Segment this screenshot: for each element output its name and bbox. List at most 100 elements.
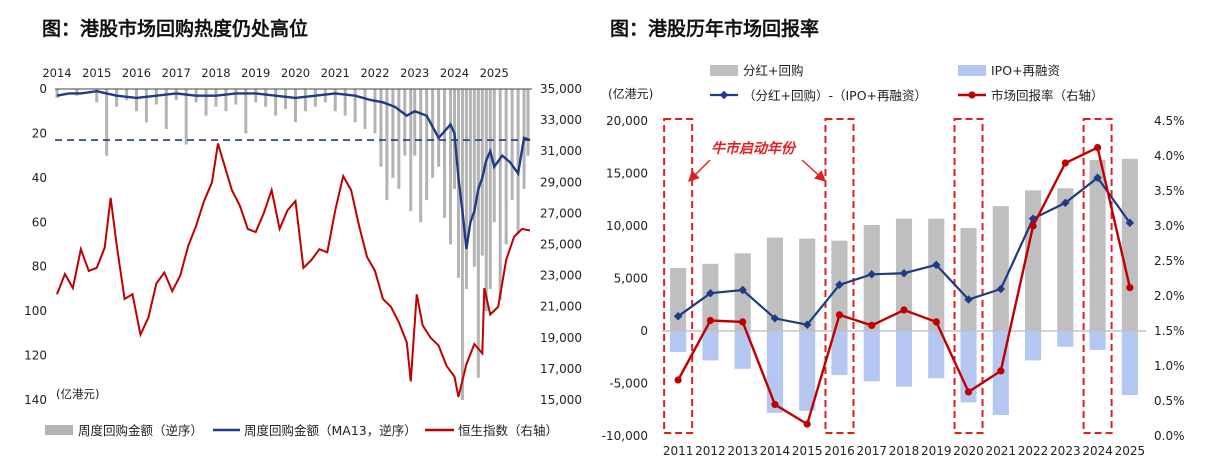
bar: [397, 89, 401, 189]
left-y-unit-label: (亿港元): [56, 387, 99, 401]
bull-year-highlight-box: [824, 118, 855, 434]
right-y-tick-label: 31,000: [540, 144, 582, 158]
ma13-line: [56, 90, 531, 250]
market-return-point: [997, 367, 1005, 375]
bar-dividend-buyback: [992, 206, 1009, 331]
bar: [343, 89, 347, 116]
right-y-tick-label: 23,000: [540, 269, 582, 283]
bar: [264, 89, 268, 107]
left-y-tick-label: 20: [32, 126, 47, 140]
bar-dividend-buyback: [928, 218, 945, 331]
bar: [437, 89, 441, 167]
bar: [164, 89, 168, 129]
net-flow-point: [673, 312, 683, 321]
bar-ipo-refinancing: [928, 331, 945, 379]
market-return-point: [868, 321, 876, 329]
right-y-tick-label: 4.0%: [1154, 149, 1185, 163]
bar: [363, 89, 367, 129]
bar-dividend-buyback: [1089, 159, 1106, 331]
bar: [214, 89, 218, 107]
right-chart-panel: 图：港股历年市场回报率 20,000 15,000 10,000 5,000 0 -5,0…: [600, 0, 1213, 461]
bar-ipo-refinancing: [1121, 331, 1138, 396]
net-flow-point: [706, 288, 715, 298]
right-y-tick-label: 33,000: [540, 113, 582, 127]
market-return-point: [706, 316, 714, 325]
x-tick-label: 2024: [440, 66, 469, 80]
bar: [472, 89, 476, 267]
bar: [449, 89, 453, 245]
right-y-tick-label: 2.5%: [1154, 254, 1185, 268]
bar: [492, 89, 496, 223]
bar: [303, 89, 307, 112]
bar: [293, 89, 297, 123]
left-y-tick-label: 120: [24, 349, 47, 363]
left-y-tick-label: 0: [640, 324, 648, 338]
x-tick-label: 2023: [400, 66, 429, 80]
bar: [184, 89, 188, 145]
left-y-tick-label: -5,000: [609, 377, 648, 391]
bar-ipo-refinancing: [831, 331, 848, 376]
right-y-tick-label: 29,000: [540, 175, 582, 189]
x-tick-label: 2018: [201, 66, 230, 80]
left-y-tick-label: 100: [24, 304, 47, 318]
right-y-tick-label: 1.0%: [1154, 359, 1185, 373]
market-return-point: [1094, 144, 1102, 152]
x-tick-label: 2014: [42, 66, 71, 80]
bar: [504, 89, 508, 245]
legend-label-ipo-refinancing: IPO+再融资: [991, 63, 1060, 78]
right-y-tick-label: 3.0%: [1154, 219, 1185, 233]
right-y-tick-label: 17,000: [540, 362, 582, 376]
bar: [385, 89, 389, 201]
bar: [373, 89, 377, 134]
x-tick-label: 2021: [321, 66, 350, 80]
legend-label-net-flow: （分红+回购）-（IPO+再融资）: [743, 88, 927, 103]
right-y-tick-label: 3.5%: [1154, 184, 1185, 198]
bar: [115, 89, 119, 107]
bar: [443, 89, 447, 218]
right-y-tick-label: 35,000: [540, 82, 582, 96]
bar: [254, 89, 258, 103]
net-flow-point: [867, 270, 876, 279]
bar: [484, 89, 488, 312]
left-y-unit-label: (亿港元): [608, 86, 653, 101]
x-tick-label: 2017: [162, 66, 191, 80]
bar: [224, 89, 228, 112]
right-y-tick-label: 2.0%: [1154, 289, 1185, 303]
right-y-tick-label: 21,000: [540, 300, 582, 314]
market-return-point: [771, 400, 779, 409]
left-y-tick-label: 5,000: [614, 272, 648, 286]
left-chart-title: 图：港股市场回购热度仍处高位: [42, 18, 309, 40]
bull-year-highlight-box: [663, 118, 694, 434]
hsi-line: [56, 143, 531, 398]
bar: [379, 89, 383, 167]
market-return-point: [1061, 159, 1069, 167]
right-y-tick-label: 15,000: [540, 393, 582, 407]
bar: [313, 89, 317, 107]
x-tick-label: 2014: [760, 444, 791, 458]
bar: [274, 89, 278, 116]
bar: [284, 89, 288, 109]
bar-dividend-buyback: [670, 268, 687, 331]
bar-ipo-refinancing: [799, 331, 816, 411]
legend-label-ma13: 周度回购金额（MA13，逆序）: [244, 423, 417, 438]
net-flow-point: [899, 269, 909, 278]
market-return-point: [1029, 222, 1037, 230]
bar: [460, 89, 464, 400]
x-tick-label: 2015: [82, 66, 111, 80]
legend-label-bars: 周度回购金额（逆序）: [78, 423, 203, 438]
bar-dividend-buyback: [1121, 158, 1138, 331]
net-flow-point: [770, 314, 780, 323]
left-y-tick-label: 40: [32, 171, 47, 185]
buyback-bars-group: [55, 89, 530, 400]
market-return-point: [835, 311, 844, 319]
x-tick-label: 2025: [1115, 444, 1146, 458]
bar: [105, 89, 109, 156]
left-chart-svg: 2014 2015 2016 2017 2018 2019 2020 2021 2022 2023…: [24, 66, 582, 438]
legend-marker-net-flow: [719, 90, 729, 100]
left-y-tick-label: 140: [24, 393, 47, 407]
bar-dividend-buyback: [799, 238, 816, 331]
bar: [498, 89, 502, 301]
bar-dividend-buyback: [1025, 190, 1042, 331]
annotation-arrow-right: [801, 159, 827, 182]
right-y-tick-label: 0.0%: [1154, 429, 1185, 443]
